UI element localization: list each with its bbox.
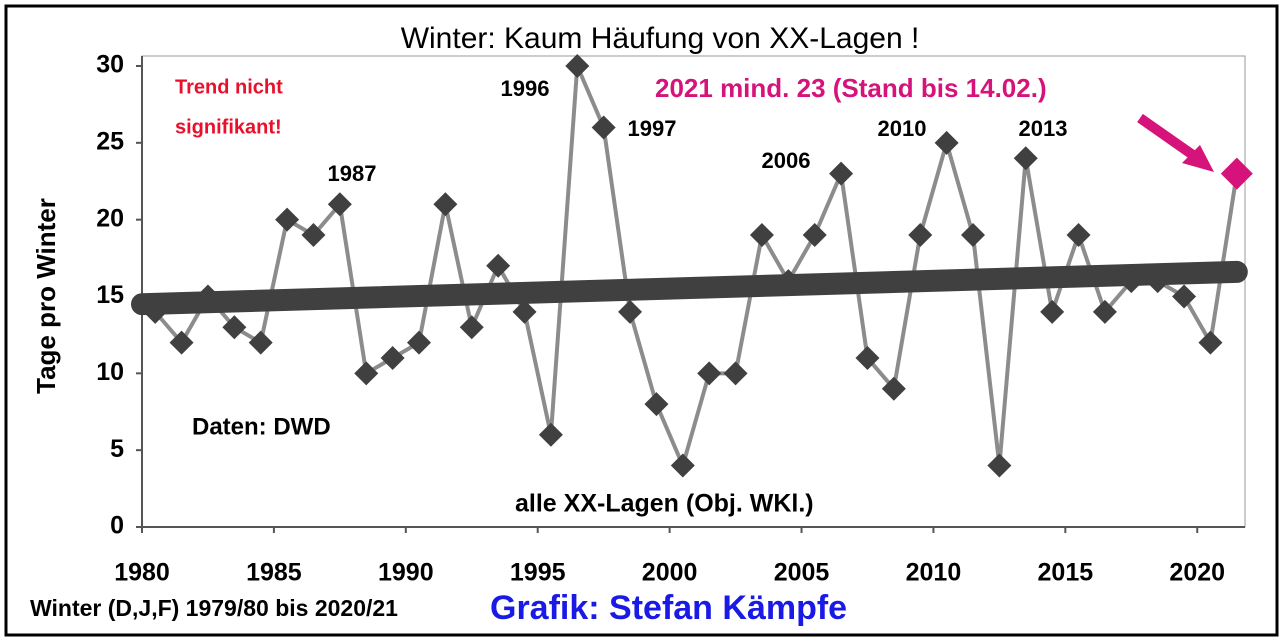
x-tick-label: 1990 (378, 559, 434, 587)
point (1040, 299, 1065, 324)
point (248, 330, 273, 355)
source: Daten: DWD (192, 413, 331, 440)
point (749, 223, 774, 248)
point (1066, 223, 1091, 248)
x-tick-label: 2000 (642, 559, 698, 587)
point (961, 223, 985, 248)
point (697, 361, 722, 386)
point (934, 130, 959, 155)
x-axis-label: Winter (D,J,F) 1979/80 bis 2020/21 (30, 595, 398, 621)
point (987, 453, 1012, 478)
point (565, 54, 590, 78)
year-label: 2010 (878, 116, 927, 141)
x-tick-label: 2020 (1169, 559, 1225, 587)
year-label: 2006 (762, 148, 811, 173)
point (618, 299, 643, 324)
trend-note: Trend nicht (175, 76, 283, 98)
point (433, 192, 458, 217)
point (486, 253, 511, 278)
point (380, 345, 405, 370)
annotation: 2021 mind. 23 (Stand bis 14.02.) (655, 73, 1047, 103)
chart-title: Winter: Kaum Häufung von XX-Lagen ! (401, 22, 920, 55)
frame (4, 4, 1279, 637)
point (1119, 269, 1144, 294)
year-label: 1987 (328, 161, 377, 186)
x-tick-label: 1985 (246, 559, 302, 587)
x-tick-label: 2015 (1038, 559, 1094, 587)
point (855, 345, 880, 370)
year-label: 2013 (1019, 116, 1068, 141)
point (1172, 284, 1197, 309)
y-tick-label: 10 (96, 358, 124, 386)
point (538, 422, 563, 447)
point-highlight (1220, 157, 1253, 190)
arrow (1137, 113, 1203, 165)
x-tick-label: 1995 (510, 559, 566, 587)
trend-note: signifikant! (175, 116, 282, 138)
y-tick-label: 15 (96, 281, 124, 309)
point (327, 192, 352, 217)
point (1198, 330, 1223, 355)
y-axis-label: Tage pro Winter (31, 198, 61, 394)
point (1092, 299, 1117, 324)
point (407, 330, 431, 355)
credit: Grafik: Stefan Kämpfe (490, 589, 847, 627)
point (459, 315, 484, 340)
y-tick-label: 5 (110, 435, 124, 463)
point (275, 207, 300, 232)
x-tick-label: 1980 (114, 559, 170, 587)
x-tick-label: 2005 (774, 559, 830, 587)
trend-line (131, 260, 1248, 316)
point (776, 269, 801, 294)
point (881, 376, 906, 401)
point (644, 392, 669, 417)
point (1145, 269, 1170, 294)
legend-label: alle XX-Lagen (Obj. WKl.) (515, 490, 814, 518)
point (829, 161, 854, 186)
x-tick-label: 2010 (906, 559, 962, 587)
arrow-head (1182, 145, 1214, 172)
point (723, 361, 748, 386)
point (222, 315, 247, 340)
connector (1208, 173, 1239, 343)
point (195, 284, 220, 309)
point (512, 299, 537, 324)
year-label: 1996 (501, 76, 550, 101)
point (908, 223, 933, 248)
point (169, 330, 194, 355)
point (143, 299, 168, 324)
point (1013, 146, 1038, 171)
point (301, 223, 326, 248)
y-tick-label: 0 (110, 512, 124, 540)
year-label: 1997 (628, 116, 677, 141)
y-tick-label: 25 (96, 127, 124, 155)
y-tick-label: 20 (96, 204, 124, 232)
point (670, 453, 695, 478)
point (802, 223, 827, 248)
y-tick-label: 30 (96, 51, 124, 79)
point (354, 361, 379, 386)
point (591, 115, 616, 140)
